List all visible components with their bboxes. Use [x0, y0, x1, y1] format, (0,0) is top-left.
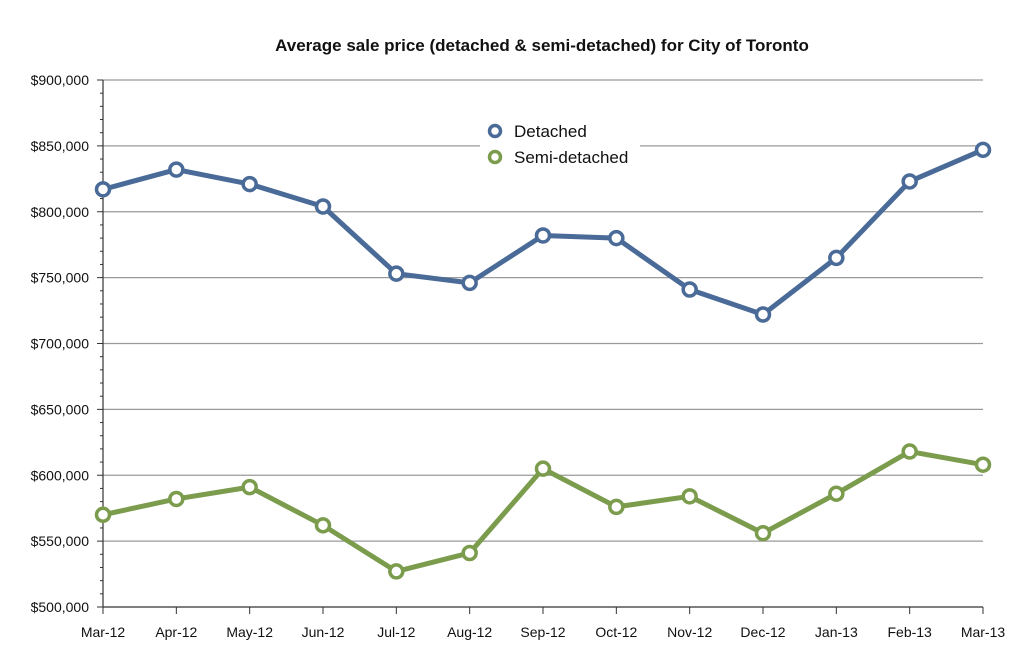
data-point [608, 498, 625, 516]
data-point [168, 161, 185, 178]
legend-marker [487, 123, 503, 139]
y-tick-label: $650,000 [31, 401, 90, 417]
data-point [241, 175, 258, 193]
legend-background [480, 116, 640, 172]
x-tick-label: Sep-12 [520, 624, 565, 640]
data-point [314, 517, 332, 534]
legend-label: Detached [514, 122, 587, 141]
legend-marker [487, 149, 503, 165]
x-tick-label: Mar-13 [961, 624, 1006, 640]
x-tick-label: Jul-12 [377, 624, 415, 640]
data-point [241, 478, 258, 496]
axes: $500,000 $550,000 $600,000 $650,000 $700,000… [31, 72, 1006, 640]
x-tick-label: Dec-12 [740, 624, 785, 640]
data-point [974, 456, 992, 473]
legend-label: Semi-detached [514, 148, 628, 167]
data-point [754, 524, 772, 542]
data-point [168, 490, 185, 508]
y-tick-label: $850,000 [31, 138, 90, 154]
data-point [94, 181, 112, 198]
data-point [388, 265, 405, 282]
legend: Detached Semi-detached [480, 116, 640, 172]
x-tick-label: May-12 [226, 624, 273, 640]
data-point [388, 563, 405, 580]
data-point [314, 198, 332, 215]
x-tick-label: Nov-12 [667, 624, 712, 640]
x-tick-label: Feb-13 [887, 624, 932, 640]
y-tick-label: $750,000 [31, 270, 90, 286]
y-tick-label: $700,000 [31, 336, 90, 352]
data-point [901, 173, 918, 190]
data-point [534, 227, 552, 244]
y-tick-label: $600,000 [31, 467, 90, 483]
x-tick-label: Jan-13 [815, 624, 858, 640]
x-tick-label: Jun-12 [302, 624, 345, 640]
x-tick-label: Oct-12 [595, 624, 637, 640]
data-point [94, 506, 112, 524]
data-point [534, 460, 552, 477]
data-point [461, 274, 478, 292]
data-point [681, 281, 698, 298]
x-tick-label: Mar-12 [81, 624, 126, 640]
data-point [461, 544, 478, 562]
y-tick-label: $800,000 [31, 204, 90, 220]
data-point [754, 306, 772, 323]
chart-title: Average sale price (detached & semi-deta… [275, 36, 809, 55]
data-point [901, 443, 918, 460]
y-tick-label: $550,000 [31, 533, 90, 549]
y-tick-label: $500,000 [31, 599, 90, 615]
y-tick-label: $900,000 [31, 72, 90, 88]
x-tick-label: Aug-12 [447, 624, 492, 640]
gridlines [103, 79, 983, 542]
data-point [828, 485, 845, 502]
data-point [608, 229, 625, 247]
data-point [681, 488, 698, 505]
data-point [974, 141, 992, 159]
series-lines [94, 141, 992, 580]
data-point [828, 249, 845, 267]
x-tick-label: Apr-12 [155, 624, 197, 640]
